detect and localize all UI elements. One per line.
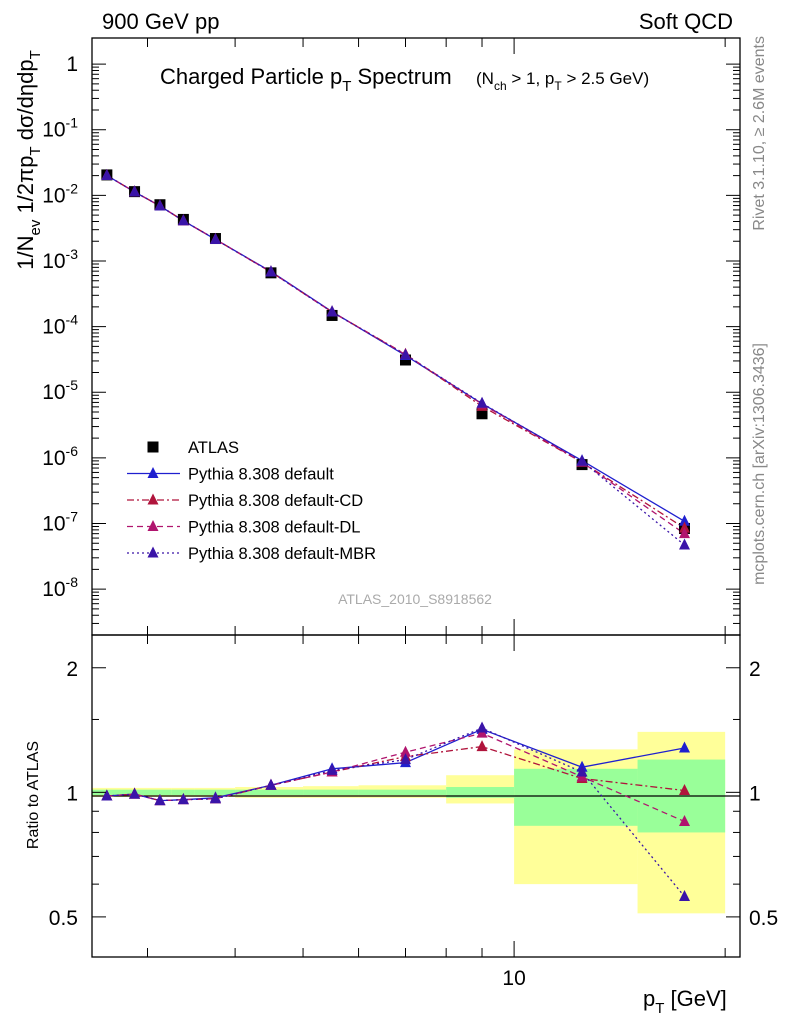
ratio-point [265, 778, 277, 790]
legend-marker-mc [147, 546, 159, 558]
legend: ATLAS Pythia 8.308 default Pythia 8.308 de… [127, 439, 376, 563]
legend-label: Pythia 8.308 default [188, 466, 334, 484]
main-ytick-label: 10-2 [42, 180, 78, 207]
legend-label: Pythia 8.308 default-MBR [188, 545, 376, 563]
band-inner [303, 789, 359, 796]
ratio-point [678, 890, 690, 902]
ratio-ytick-label: 0.5 [749, 907, 778, 930]
ratio-point [209, 792, 221, 804]
main-series-layer [101, 168, 690, 550]
data-point-mc [265, 265, 277, 277]
main-panel: 1 10-1 10-2 10-3 10-4 10-5 10-6 10-7 10-8 10 0.5 0.… [42, 37, 778, 990]
legend-marker-atlas [147, 441, 159, 453]
data-point-mc [101, 168, 113, 180]
ratio-ytick-label: 2 [749, 658, 761, 681]
main-ylabel: 1/Nev 1/2πpT dσ/dηdpT [13, 50, 44, 270]
data-point-mc [177, 214, 189, 226]
data-point-mc [576, 454, 588, 466]
main-series-line [106, 174, 685, 546]
ratio-point [678, 815, 690, 827]
data-point-mc [399, 348, 411, 360]
band-inner [147, 789, 172, 796]
data-point-mc [678, 521, 690, 533]
ratio-point [129, 787, 141, 799]
ratio-point [476, 740, 488, 752]
ratio-ylabel: Ratio to ATLAS [25, 741, 42, 849]
data-point-mc [476, 396, 488, 408]
ratio-point [678, 784, 690, 796]
main-ytick-label: 10-7 [42, 509, 78, 536]
ratio-point [326, 763, 338, 775]
main-ytick-label: 10-3 [42, 246, 78, 273]
data-point-mc [326, 305, 338, 317]
ratio-point [177, 793, 189, 805]
chart-subtitle: (Nch > 1, pT > 2.5 GeV) [476, 69, 649, 93]
ratio-point [476, 721, 488, 733]
data-point-mc [154, 199, 166, 211]
data-point-mc [678, 538, 690, 550]
ratio-point [678, 741, 690, 753]
main-ytick-label: 1 [66, 53, 78, 76]
ratio-point [399, 753, 411, 765]
main-ytick-label: 10-6 [42, 443, 78, 470]
mcplots-label: mcplots.cern.ch [arXiv:1306.3436] [751, 343, 768, 585]
band-inner [171, 789, 195, 796]
ratio-point [576, 765, 588, 777]
xtick-label: 10 [502, 967, 525, 990]
analysis-tag: ATLAS_2010_S8918562 [338, 591, 492, 607]
ratio-ytick-label: 0.5 [49, 907, 78, 930]
band-inner [194, 789, 236, 796]
main-ytick-label: 10-4 [42, 312, 78, 339]
axis-ticks: 1 10-1 10-2 10-3 10-4 10-5 10-6 10-7 10-8 10 0.5 0.… [42, 38, 778, 990]
ratio-frame [91, 634, 741, 958]
ratio-series-layer [101, 721, 690, 902]
chart-title: Charged Particle pT Spectrum [160, 64, 452, 95]
data-point-mc [678, 514, 690, 526]
data-point-mc [209, 232, 221, 244]
ratio-ytick-label: 1 [749, 782, 761, 805]
ratio-point [154, 794, 166, 806]
ratio-ytick-label: 2 [66, 658, 78, 681]
header-right: Soft QCD [639, 9, 733, 34]
legend-marker-mc [147, 520, 159, 531]
legend-label: Pythia 8.308 default-DL [188, 519, 360, 537]
header-left: 900 GeV pp [102, 9, 219, 34]
data-point-mc [678, 527, 690, 539]
band-inner [235, 789, 304, 796]
legend-marker-mc [147, 467, 159, 478]
main-ytick-label: 10-8 [42, 574, 78, 601]
legend-marker-mc [147, 493, 159, 505]
band-inner [446, 787, 515, 798]
main-ytick-label: 10-5 [42, 377, 78, 404]
data-point-atlas [476, 408, 488, 420]
legend-label: ATLAS [188, 439, 239, 457]
ratio-point [399, 745, 411, 757]
x-axis-label: pT [GeV] [643, 986, 727, 1017]
legend-label: Pythia 8.308 default-CD [188, 492, 363, 510]
rivet-label: Rivet 3.1.10, ≥ 2.6M events [751, 36, 768, 231]
ratio-ytick-label: 1 [66, 782, 78, 805]
ratio-point [101, 789, 113, 801]
data-point-mc [129, 185, 141, 197]
main-ytick-label: 10-1 [42, 115, 78, 142]
band-inner [514, 768, 638, 826]
band-inner [358, 789, 447, 796]
